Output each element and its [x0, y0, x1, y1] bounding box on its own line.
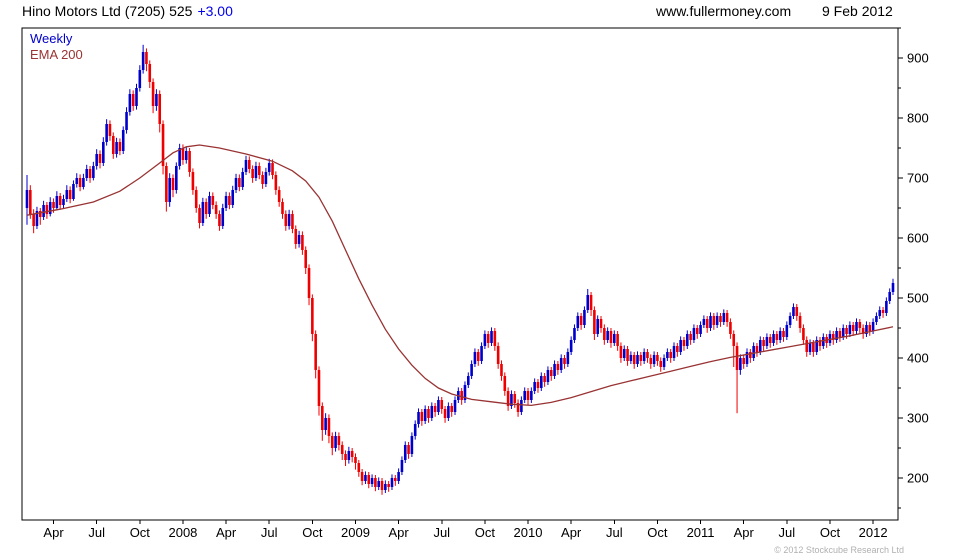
svg-text:700: 700: [907, 171, 929, 186]
svg-text:Oct: Oct: [475, 525, 496, 540]
svg-text:Apr: Apr: [43, 525, 64, 540]
svg-text:Jul: Jul: [88, 525, 105, 540]
legend-timeframe: Weekly: [30, 31, 73, 46]
svg-text:Oct: Oct: [130, 525, 151, 540]
chart-title: Hino Motors Ltd (7205) 525 +3.00: [22, 3, 233, 19]
svg-text:Jul: Jul: [779, 525, 796, 540]
svg-text:Jul: Jul: [606, 525, 623, 540]
copyright-notice: © 2012 Stockcube Research Ltd: [774, 545, 904, 555]
svg-text:Oct: Oct: [647, 525, 668, 540]
svg-text:800: 800: [907, 111, 929, 126]
svg-text:Apr: Apr: [734, 525, 755, 540]
svg-text:Oct: Oct: [820, 525, 841, 540]
svg-text:200: 200: [907, 471, 929, 486]
svg-text:400: 400: [907, 351, 929, 366]
instrument-name: Hino Motors Ltd (7205) 525: [22, 3, 193, 19]
svg-text:Apr: Apr: [216, 525, 237, 540]
svg-text:600: 600: [907, 231, 929, 246]
svg-text:Jul: Jul: [433, 525, 450, 540]
chart-date: 9 Feb 2012: [822, 3, 893, 19]
svg-text:2008: 2008: [168, 525, 197, 540]
legend-ema-200: EMA 200: [30, 47, 83, 62]
svg-text:Oct: Oct: [302, 525, 323, 540]
svg-text:2010: 2010: [514, 525, 543, 540]
svg-text:Jul: Jul: [261, 525, 278, 540]
svg-text:300: 300: [907, 411, 929, 426]
svg-text:2012: 2012: [859, 525, 888, 540]
price-change: +3.00: [197, 3, 233, 19]
svg-text:900: 900: [907, 51, 929, 66]
svg-text:Apr: Apr: [388, 525, 409, 540]
site-url: www.fullermoney.com: [656, 3, 792, 19]
svg-text:2009: 2009: [341, 525, 370, 540]
svg-text:500: 500: [907, 291, 929, 306]
svg-text:Apr: Apr: [561, 525, 582, 540]
svg-text:2011: 2011: [687, 525, 715, 540]
